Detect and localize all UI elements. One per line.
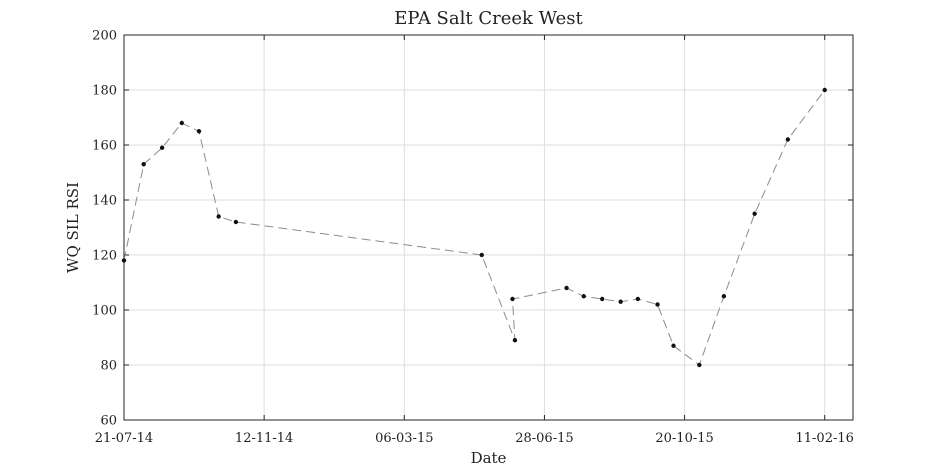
data-point [179,120,184,126]
y-tick-label: 200 [92,29,117,44]
x-tick-label: 12-11-14 [235,431,293,446]
data-point [216,214,221,219]
data-point [600,296,605,302]
data-point [581,294,586,299]
y-tick-label: 100 [92,304,117,319]
y-tick-label: 120 [92,249,117,264]
data-point [721,294,727,299]
data-point [479,252,484,258]
x-tick-label: 11-02-16 [796,431,854,446]
x-tick-label: 06-03-15 [375,431,433,446]
data-point [635,296,641,302]
y-tick-label: 180 [92,84,117,99]
x-tick-label: 28-06-15 [515,431,573,446]
data-point [618,299,623,304]
grid-layer [123,34,853,421]
data-point [822,87,827,93]
x-tick-label: 21-07-14 [95,431,153,446]
series-layer [121,87,827,368]
data-point [510,296,515,302]
data-point [233,219,239,225]
data-point [512,338,518,343]
data-point [697,362,702,368]
x-axis-label: Date [471,449,507,467]
y-tick-label: 140 [92,194,117,209]
data-point [121,258,127,263]
plot-frame [123,34,854,421]
data-point [196,129,202,134]
tick-layer: 60 80 100 120 140 160 180 200 21-07-14 12-11-14 06… [92,29,854,447]
y-tick-label: 160 [92,139,117,154]
data-point [159,145,165,150]
y-tick-label: 60 [100,414,117,429]
y-tick-label: 80 [100,359,117,374]
x-tick-label: 20-10-15 [655,431,713,446]
data-point [655,302,660,307]
data-point [752,211,757,216]
data-point [564,285,569,291]
data-point [141,162,146,167]
chart-title: EPA Salt Creek West [394,8,583,29]
data-point [671,343,676,348]
y-axis-label: WQ SIL RSI [64,182,82,273]
data-point [785,137,791,142]
